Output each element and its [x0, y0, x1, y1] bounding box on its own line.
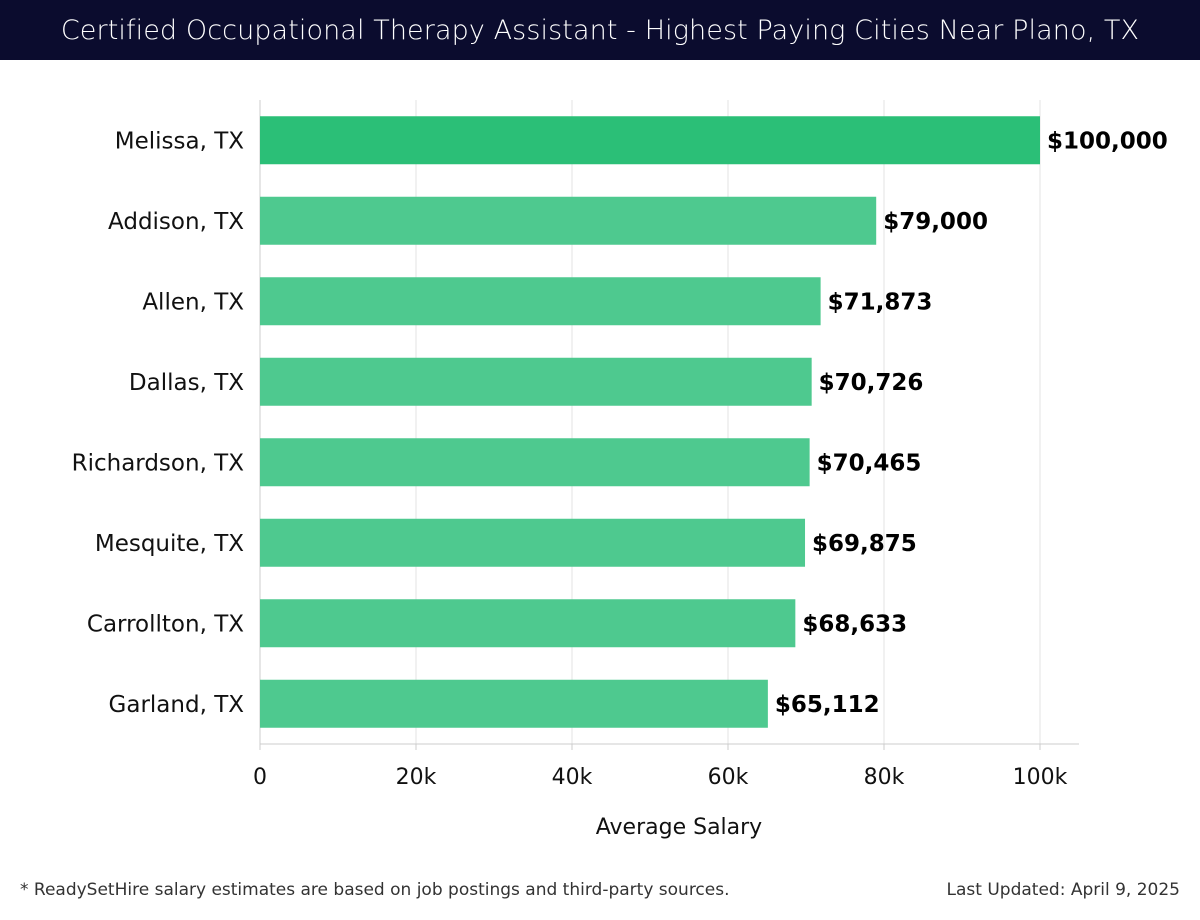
bar	[260, 438, 810, 487]
category-label: Garland, TX	[109, 692, 245, 718]
category-label: Addison, TX	[108, 209, 244, 235]
category-label: Melissa, TX	[115, 128, 245, 154]
x-tick-label: 100k	[1013, 765, 1068, 790]
data-label: $68,633	[802, 611, 907, 637]
bar	[260, 116, 1040, 165]
x-tick-label: 80k	[864, 765, 905, 790]
category-label: Richardson, TX	[72, 450, 245, 476]
x-tick-label: 60k	[708, 765, 749, 790]
x-tick-label: 0	[253, 765, 267, 790]
x-tick-label: 20k	[396, 765, 437, 790]
x-tick-label: 40k	[552, 765, 593, 790]
bar	[260, 679, 768, 728]
bar	[260, 196, 877, 245]
data-label: $70,726	[819, 370, 924, 396]
data-label: $65,112	[775, 692, 880, 718]
x-axis-label: Average Salary	[596, 815, 762, 840]
bar	[260, 357, 812, 406]
bar-chart: 0 20k 40k 60k 80k 100k Average Salary Melissa, …	[72, 100, 1168, 840]
chart-title: Certified Occupational Therapy Assistant…	[60, 14, 1140, 46]
title-bar: Certified Occupational Therapy Assistant…	[0, 0, 1200, 60]
category-label: Allen, TX	[142, 289, 244, 315]
bar	[260, 277, 821, 326]
category-label: Carrollton, TX	[87, 611, 244, 637]
last-updated: Last Updated: April 9, 2025	[946, 880, 1180, 900]
category-label: Dallas, TX	[129, 370, 244, 396]
data-label: $71,873	[828, 289, 933, 315]
footnote: * ReadySetHire salary estimates are base…	[20, 880, 730, 900]
data-label: $69,875	[812, 531, 917, 557]
category-label: Mesquite, TX	[95, 531, 244, 557]
data-label: $70,465	[817, 450, 922, 476]
bar	[260, 518, 806, 567]
bar	[260, 599, 796, 648]
data-label: $100,000	[1047, 128, 1168, 154]
data-label: $79,000	[883, 209, 988, 235]
